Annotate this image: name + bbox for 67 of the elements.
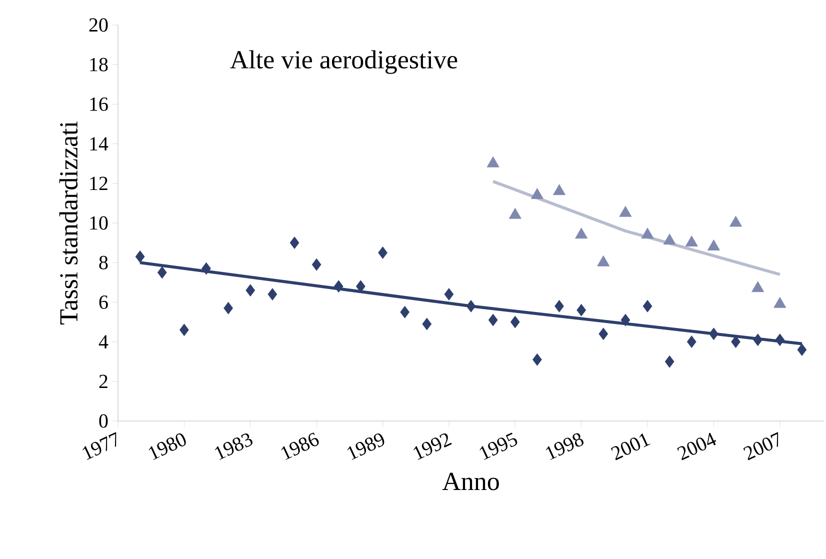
x-tick-label: 2007 bbox=[743, 432, 778, 460]
point bbox=[202, 262, 211, 275]
point bbox=[422, 318, 432, 330]
point bbox=[444, 288, 454, 300]
point bbox=[620, 314, 630, 326]
point bbox=[135, 250, 145, 263]
point bbox=[554, 300, 564, 312]
point bbox=[486, 156, 500, 168]
x-tick-label: 1986 bbox=[281, 432, 319, 460]
x-tick-label: 1995 bbox=[480, 432, 518, 460]
y-tick-label: 2 bbox=[99, 374, 108, 388]
x-tick-label: 1992 bbox=[414, 433, 452, 460]
point bbox=[641, 228, 654, 239]
y-tick-label: 4 bbox=[98, 335, 108, 348]
point bbox=[685, 236, 698, 246]
point bbox=[466, 300, 476, 312]
point bbox=[552, 184, 566, 196]
y-tick-label: 14 bbox=[90, 137, 108, 150]
point bbox=[663, 234, 676, 245]
x-tick-label: 1983 bbox=[215, 433, 252, 460]
x-axis-title: Anno bbox=[442, 472, 499, 490]
x-tick-label: 2001 bbox=[610, 433, 650, 460]
y-tick-label: 16 bbox=[90, 97, 108, 111]
point bbox=[530, 188, 544, 199]
point bbox=[576, 304, 586, 316]
point bbox=[642, 300, 652, 312]
y-tick-label: 12 bbox=[90, 176, 108, 190]
point bbox=[597, 255, 610, 266]
point bbox=[400, 306, 410, 318]
point bbox=[312, 258, 322, 271]
point bbox=[510, 316, 520, 328]
point bbox=[797, 344, 807, 356]
point bbox=[290, 236, 300, 249]
y-tick-label: 6 bbox=[99, 295, 108, 309]
y-tick-label: 8 bbox=[99, 256, 108, 270]
y-tick-label: 20 bbox=[89, 18, 108, 32]
point bbox=[575, 228, 588, 239]
point bbox=[268, 288, 278, 300]
point bbox=[334, 280, 344, 293]
point bbox=[246, 284, 256, 297]
point bbox=[378, 246, 388, 259]
point bbox=[224, 302, 234, 314]
text: Alte vie aerodigestive bbox=[230, 50, 458, 74]
point bbox=[664, 355, 674, 368]
y-tick-label: 10 bbox=[90, 216, 108, 230]
point bbox=[619, 206, 632, 217]
x-tick-label: 2004 bbox=[677, 432, 716, 460]
y-tick-label: 18 bbox=[90, 58, 108, 72]
x-tick-label: 1977 bbox=[82, 432, 116, 460]
point bbox=[532, 353, 542, 366]
y-axis-title: Tassi standardizzati bbox=[59, 121, 78, 324]
x-tick-label: 1980 bbox=[148, 433, 186, 460]
y-tick-label: 0 bbox=[99, 414, 108, 428]
point bbox=[598, 328, 608, 340]
point bbox=[753, 334, 763, 346]
x-tick-label: 1989 bbox=[347, 433, 384, 460]
point bbox=[179, 324, 189, 336]
point bbox=[707, 240, 720, 250]
point bbox=[488, 314, 498, 326]
point bbox=[708, 328, 718, 340]
point bbox=[508, 208, 522, 219]
point bbox=[752, 281, 764, 292]
point bbox=[686, 336, 696, 348]
x-tick-label: 1998 bbox=[546, 433, 584, 460]
point bbox=[730, 216, 742, 227]
point bbox=[157, 266, 167, 279]
point bbox=[775, 334, 785, 346]
